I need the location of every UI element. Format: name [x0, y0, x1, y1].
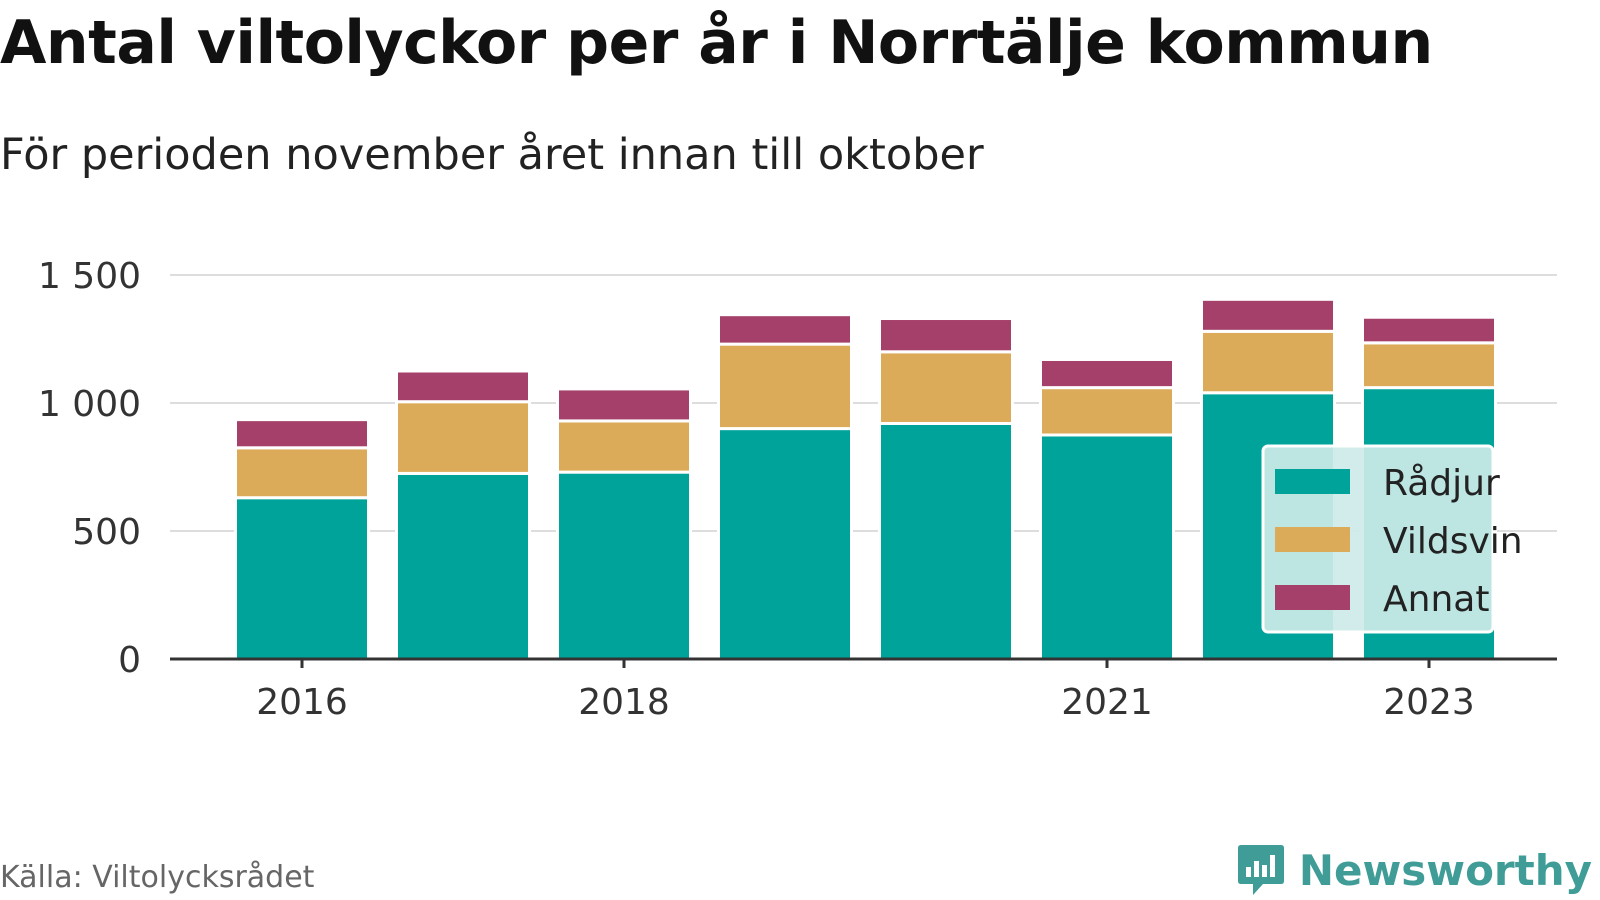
legend-label-annat: Annat [1383, 579, 1489, 620]
y-tick-label: 500 [72, 512, 141, 553]
x-tick-label: 2021 [1061, 682, 1153, 723]
bar-segment-vildsvin [1200, 329, 1336, 395]
x-tick-label: 2023 [1383, 682, 1475, 723]
bars [234, 297, 1497, 661]
bar-segment-vildsvin [556, 419, 692, 474]
legend-label-radjur: Rådjur [1383, 463, 1500, 504]
bar-segment-annat [556, 387, 692, 423]
bar-segment-vildsvin [1039, 386, 1175, 437]
legend-swatch-annat [1275, 585, 1350, 610]
bar-segment-vildsvin [395, 400, 531, 475]
newsworthy-icon [1237, 845, 1284, 895]
bar-segment-vildsvin [234, 446, 370, 500]
bar-segment-annat [1039, 357, 1175, 390]
x-tick-label: 2018 [578, 682, 670, 723]
source-note: Källa: Viltolycksrådet [0, 860, 315, 895]
bar-segment-vildsvin [717, 342, 853, 431]
bar-segment-radjur [395, 471, 531, 661]
bar-segment-annat [1361, 315, 1497, 345]
brand-logo: Newsworthy [1237, 840, 1592, 900]
bar-segment-radjur [717, 427, 853, 661]
x-axis-ticks: 2016 2018 2021 2023 [256, 659, 1475, 723]
bar-segment-radjur [1039, 433, 1175, 661]
y-tick-label: 1 000 [38, 384, 141, 425]
bar-segment-vildsvin [878, 350, 1014, 425]
y-axis-tick-labels: 0 500 1 000 1 500 [38, 256, 141, 681]
y-tick-label: 0 [118, 640, 141, 681]
legend-swatch-vildsvin [1275, 527, 1350, 552]
chart-title: Antal viltolyckor per år i Norrtälje kom… [0, 8, 1433, 78]
bar-segment-annat [395, 369, 531, 404]
bar-segment-annat [717, 313, 853, 346]
bar-segment-annat [234, 418, 370, 450]
legend-swatch-radjur [1275, 469, 1350, 494]
legend: Rådjur Vildsvin Annat [1261, 444, 1523, 634]
brand-name: Newsworthy [1298, 845, 1592, 895]
legend-label-vildsvin: Vildsvin [1383, 521, 1523, 562]
chart-subtitle: För perioden november året innan till ok… [0, 130, 984, 180]
bar-segment-radjur [234, 496, 370, 661]
x-tick-label: 2016 [256, 682, 348, 723]
stacked-bar-chart: 0 500 1 000 1 500 2016 2018 2021 2023 Rådjur Vi… [38, 256, 1557, 723]
bar-segment-vildsvin [1361, 341, 1497, 390]
bar-segment-annat [1200, 297, 1336, 333]
bar-segment-radjur [878, 421, 1014, 661]
bar-segment-radjur [556, 470, 692, 661]
bar-segment-annat [878, 317, 1014, 354]
y-tick-label: 1 500 [38, 256, 141, 297]
